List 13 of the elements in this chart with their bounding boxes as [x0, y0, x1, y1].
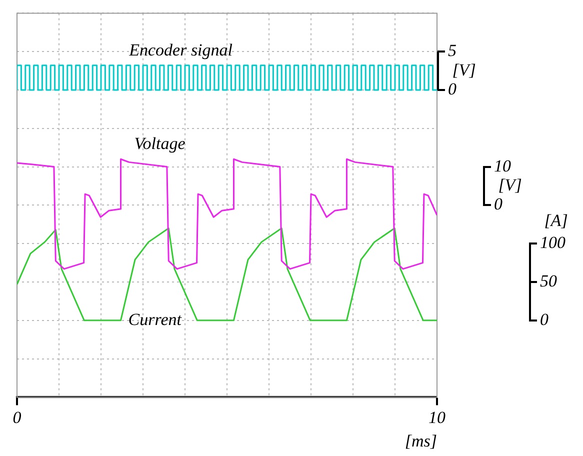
x-axis-title: [ms] — [404, 431, 437, 450]
y3-axis-title: [A] — [544, 211, 568, 230]
y2-axis-title: [V] — [498, 175, 522, 194]
y3-tick-label: 100 — [540, 233, 566, 252]
y2-tick-label: 0 — [494, 194, 503, 214]
y-axis-title: [V] — [452, 60, 476, 80]
series-label: Current — [128, 310, 183, 329]
y3-tick-label: 0 — [540, 310, 549, 329]
y2-tick-label: 10 — [494, 156, 512, 176]
series-label: Voltage — [134, 134, 186, 154]
y3-tick-label: 50 — [540, 271, 558, 290]
y-tick-label: 5 — [448, 41, 456, 60]
series-label: Encoder signal — [128, 40, 233, 60]
